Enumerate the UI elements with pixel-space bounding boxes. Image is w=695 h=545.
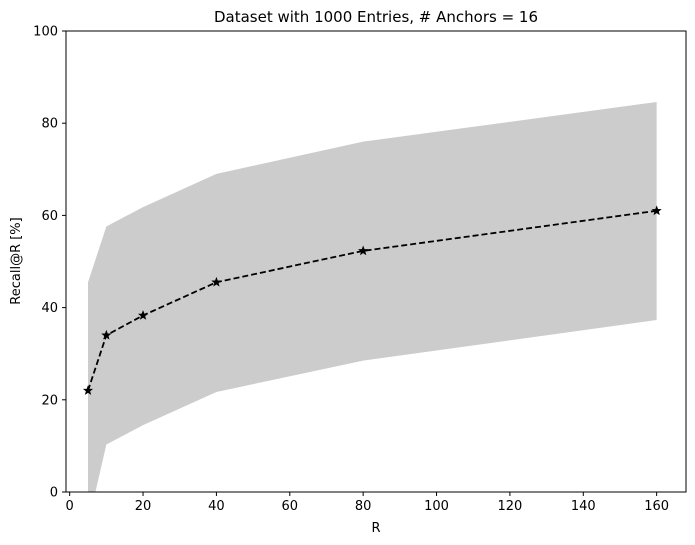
- x-tick-label: 120: [497, 499, 522, 514]
- data-point: [82, 385, 94, 395]
- x-tick-label: 20: [135, 499, 152, 514]
- data-point: [137, 310, 149, 320]
- data-point: [651, 205, 662, 216]
- x-axis-title: R: [371, 521, 380, 536]
- plot-area: [65, 30, 687, 493]
- chart-title: Dataset with 1000 Entries, # Anchors = 1…: [214, 8, 538, 26]
- x-axis: 0 20 40 60 80 100 120 140 160: [66, 492, 669, 514]
- x-tick-label: 100: [424, 499, 449, 514]
- y-tick-label: 0: [50, 486, 58, 501]
- y-tick-label: 60: [41, 209, 58, 224]
- x-tick-label: 160: [644, 499, 669, 514]
- data-point: [211, 276, 222, 287]
- y-axis-title: Recall@R [%]: [9, 217, 24, 304]
- data-point: [101, 329, 112, 340]
- x-tick-label: 140: [571, 499, 596, 514]
- y-axis: 0 20 40 60 80 100: [33, 25, 66, 501]
- plot-frame: [65, 30, 687, 493]
- data-point: [358, 245, 369, 256]
- y-tick-label: 100: [33, 25, 58, 40]
- y-tick-label: 20: [41, 393, 58, 408]
- confidence-band: [88, 101, 657, 492]
- y-tick-label: 40: [41, 301, 58, 316]
- x-tick-label: 60: [282, 499, 299, 514]
- y-tick-label: 80: [41, 117, 58, 132]
- x-tick-label: 0: [66, 499, 74, 514]
- series-line: [87, 209, 657, 391]
- x-tick-label: 80: [355, 499, 372, 514]
- x-tick-label: 40: [208, 499, 225, 514]
